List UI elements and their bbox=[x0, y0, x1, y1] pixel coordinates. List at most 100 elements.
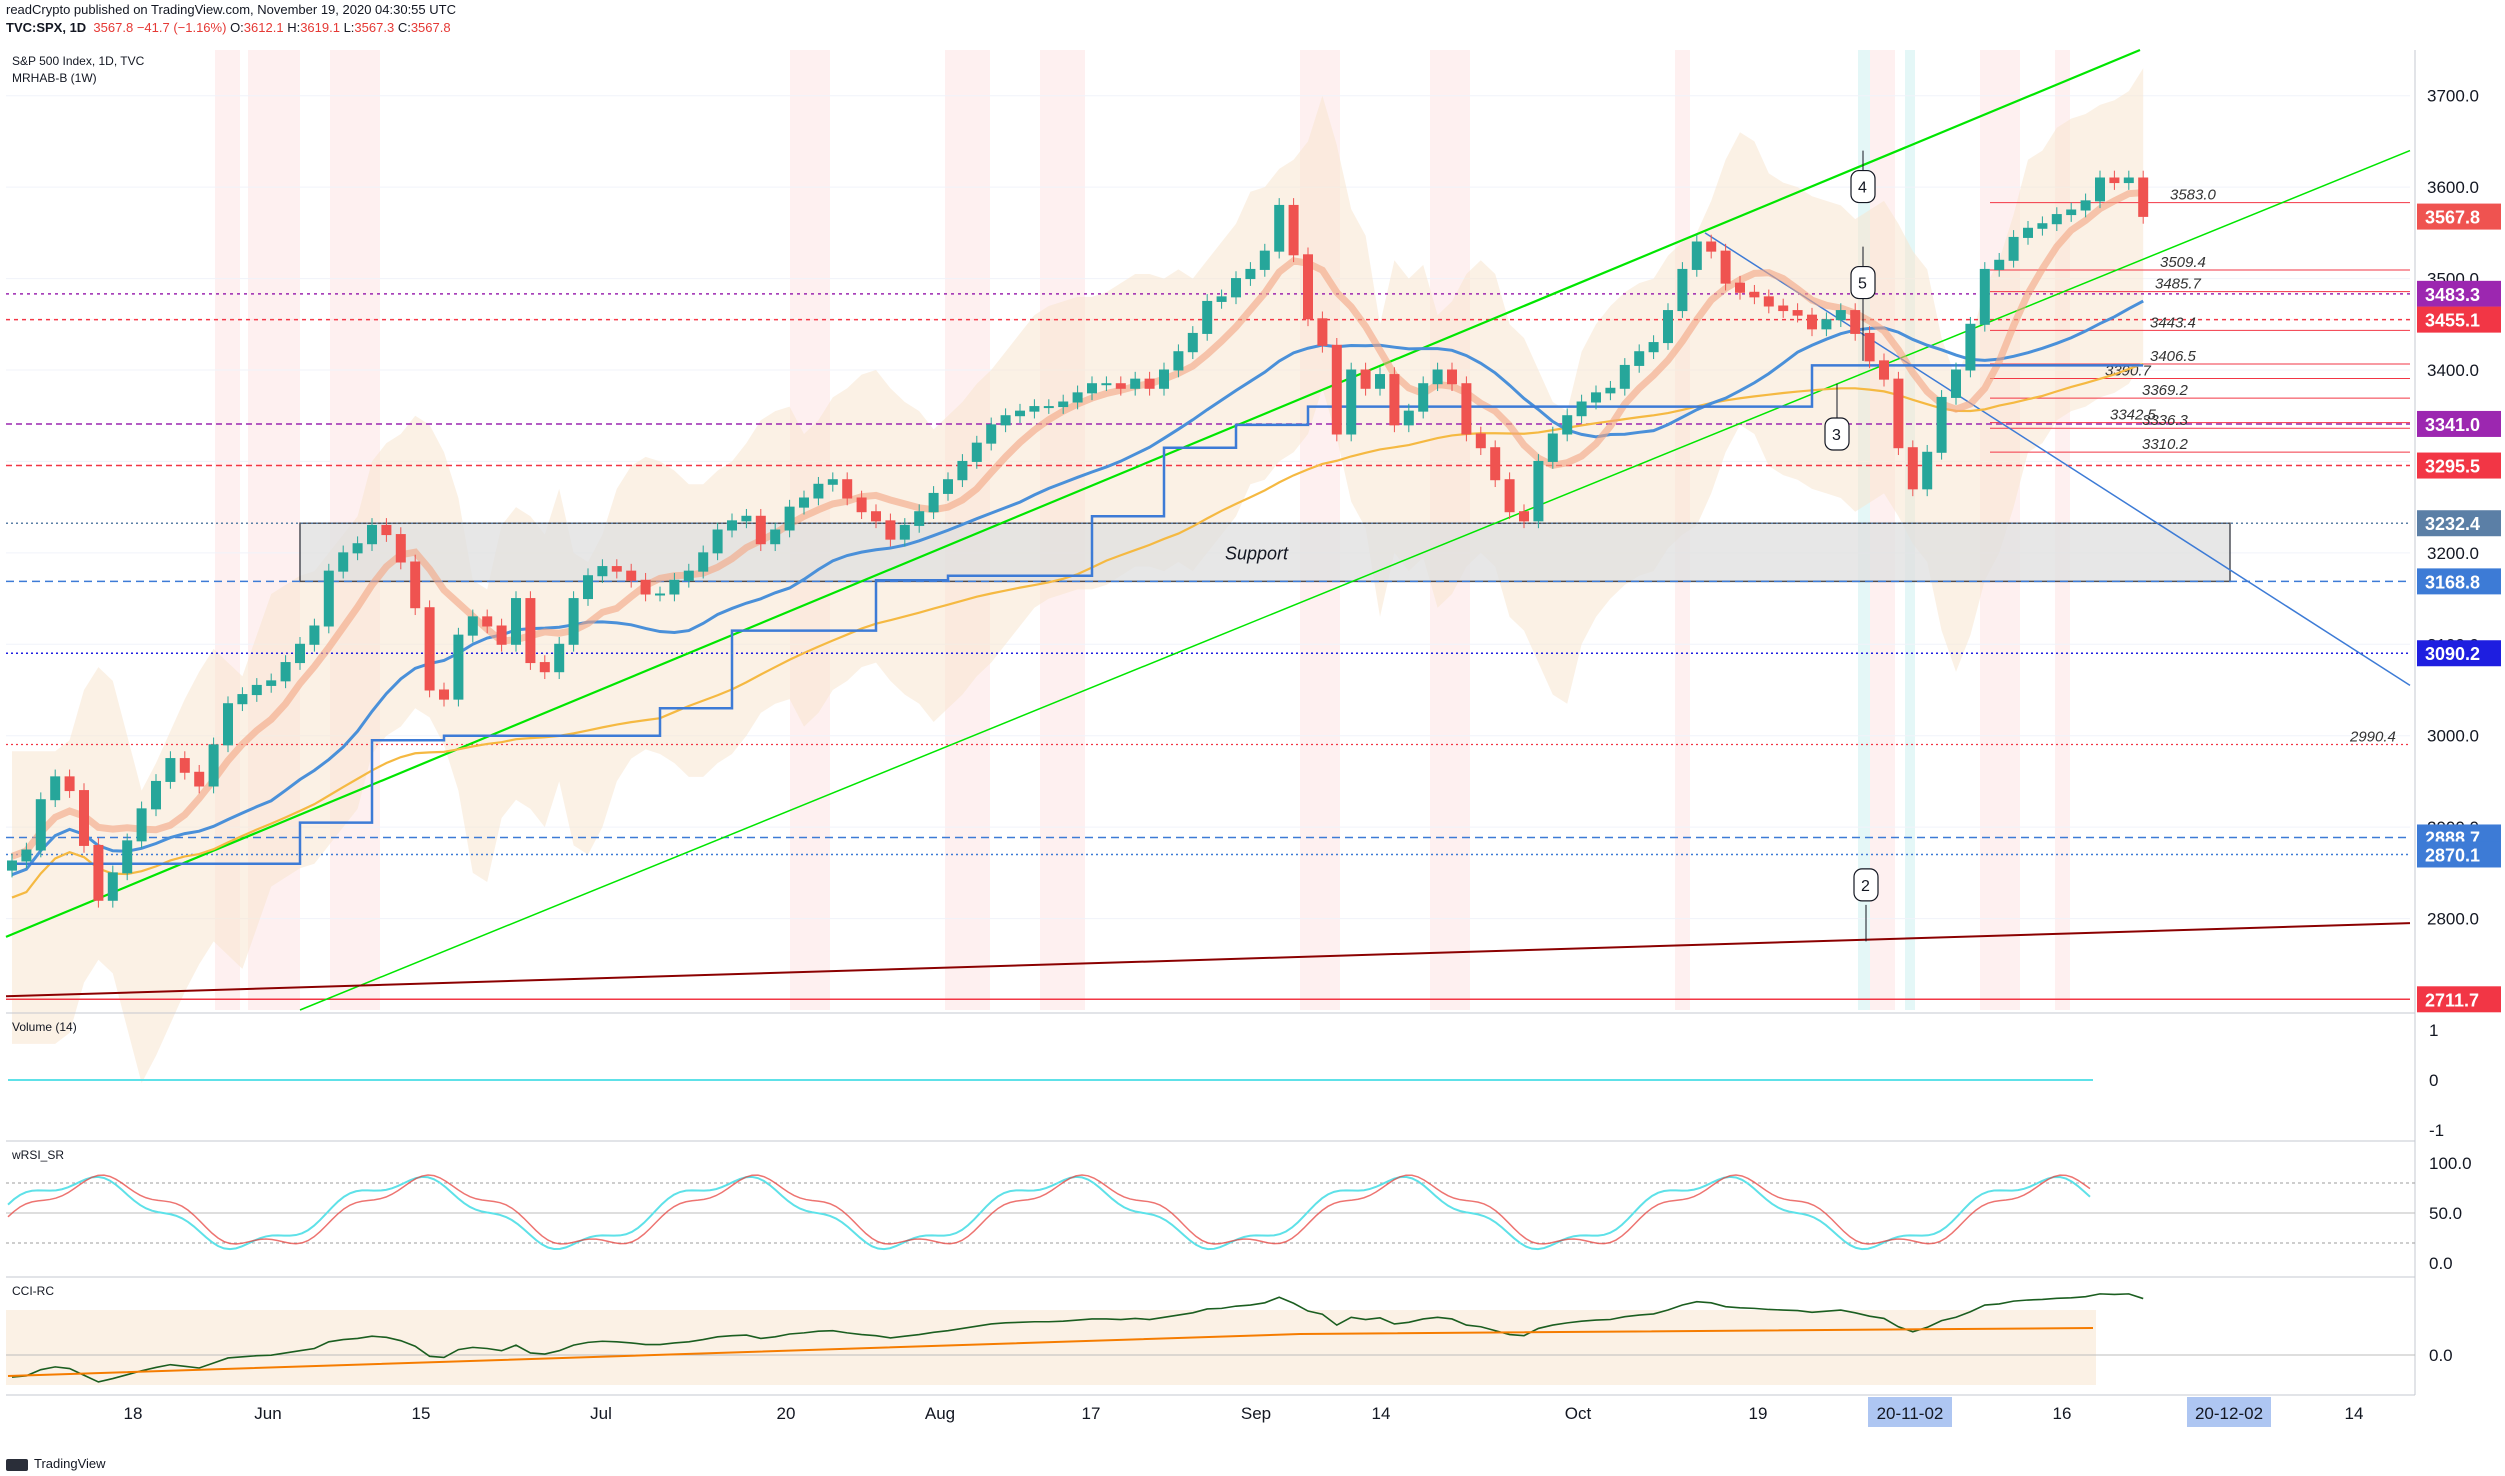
candle-body bbox=[2109, 177, 2120, 184]
level-annotation: 3342.5 bbox=[2110, 407, 2157, 424]
chart-subtitle: MRHAB-B (1W) bbox=[12, 71, 97, 85]
candle-body bbox=[1936, 396, 1947, 453]
candle-body bbox=[899, 524, 910, 540]
candle-body bbox=[1763, 296, 1774, 307]
candle-body bbox=[439, 689, 449, 700]
candle-body bbox=[1187, 332, 1198, 353]
open-label: O: bbox=[230, 20, 244, 35]
candle-body bbox=[1259, 250, 1270, 270]
candle-body bbox=[1231, 278, 1241, 298]
candle-body bbox=[1965, 323, 1976, 371]
channel-lower-line bbox=[299, 149, 2411, 1011]
candle-body bbox=[2080, 200, 2091, 211]
low-label: L: bbox=[343, 20, 355, 35]
time-tick-highlight bbox=[2187, 1397, 2271, 1427]
high-value: 3619.1 bbox=[300, 20, 340, 35]
candle-body bbox=[1634, 351, 1645, 366]
candle-body bbox=[871, 511, 881, 522]
rsi-tick-label: 50.0 bbox=[2429, 1204, 2462, 1223]
cci-tick-label: 0.0 bbox=[2429, 1346, 2453, 1365]
candle-body bbox=[21, 849, 32, 862]
callout-bubble bbox=[1850, 169, 1876, 204]
level-annotation: 2990.4 bbox=[2349, 728, 2396, 745]
price-tag bbox=[2417, 568, 2501, 595]
candle-body bbox=[1331, 344, 1342, 435]
chart-title: S&P 500 Index, 1D, TVC bbox=[12, 54, 145, 68]
candle-body bbox=[626, 570, 637, 581]
candle-body bbox=[1994, 259, 2005, 270]
candle-body bbox=[2037, 223, 2048, 229]
callout-bubble bbox=[1853, 868, 1879, 902]
price-tag bbox=[2417, 841, 2501, 868]
candle-body bbox=[107, 872, 118, 901]
time-tick-label: 14 bbox=[2345, 1404, 2364, 1423]
candle-body bbox=[1418, 383, 1429, 412]
candle-body bbox=[1043, 406, 1054, 409]
candle-body bbox=[1173, 351, 1184, 371]
time-tick-label: 14 bbox=[1372, 1404, 1391, 1423]
price-tag-label: 3090.2 bbox=[2425, 644, 2480, 664]
volume-tick-label: 1 bbox=[2429, 1021, 2438, 1040]
candle-body bbox=[1835, 310, 1846, 321]
candle-body bbox=[885, 520, 896, 540]
time-tick-label: Aug bbox=[925, 1404, 955, 1423]
candle-body bbox=[1000, 415, 1011, 426]
candle-body bbox=[208, 744, 219, 787]
weekly-step-line bbox=[12, 364, 2144, 865]
candle-body bbox=[2023, 227, 2033, 238]
price-tag bbox=[2417, 280, 2501, 307]
candle-body bbox=[1576, 401, 1587, 417]
candle-body bbox=[93, 844, 104, 901]
candle-body bbox=[1706, 241, 1717, 252]
candle-body bbox=[1922, 451, 1933, 490]
candle-body bbox=[2138, 177, 2149, 217]
high-label: H: bbox=[287, 20, 301, 35]
candle-body bbox=[1619, 364, 1630, 389]
time-tick-label: Sep bbox=[1241, 1404, 1271, 1423]
candle-body bbox=[698, 552, 709, 572]
chart-area[interactable]: Support 3583.0 3509.4 3485.7 3443.4 3406.5339… bbox=[0, 44, 2505, 1454]
candle-body bbox=[2008, 236, 2019, 261]
level-annotation: 3310.2 bbox=[2142, 436, 2189, 453]
price-tick-label: 3400.0 bbox=[2427, 361, 2479, 380]
level-annotation: 3390.7 bbox=[2105, 363, 2152, 380]
candle-body bbox=[295, 643, 305, 664]
time-tick-label: Oct bbox=[1565, 1404, 1592, 1423]
candle-body bbox=[381, 524, 392, 536]
candle-body bbox=[482, 616, 493, 627]
candle-body bbox=[1202, 300, 1213, 334]
price-tag-label: 3232.4 bbox=[2425, 514, 2480, 534]
candle-body bbox=[1893, 378, 1904, 449]
candle-body bbox=[1504, 479, 1515, 513]
brand-text: TradingView bbox=[34, 1456, 106, 1471]
volume-pane-title: Volume (14) bbox=[12, 1020, 77, 1034]
candle-body bbox=[741, 515, 752, 522]
candle-body bbox=[1749, 291, 1760, 298]
candle-body bbox=[1245, 268, 1256, 280]
candle-body bbox=[727, 520, 737, 531]
candle-body bbox=[1072, 392, 1083, 403]
candle-body bbox=[611, 566, 622, 572]
candle-body bbox=[1447, 369, 1457, 385]
candle-body bbox=[496, 625, 507, 645]
downtrend-line bbox=[1704, 232, 2411, 687]
candle-body bbox=[568, 598, 579, 645]
rsi-signal-line bbox=[7, 1174, 2091, 1245]
price-tag-label: 3341.0 bbox=[2425, 415, 2480, 435]
candle-body bbox=[309, 625, 320, 645]
volume-tick-label: -1 bbox=[2429, 1121, 2444, 1140]
price-tag-label: 3567.8 bbox=[2425, 208, 2480, 228]
candle-body bbox=[1979, 268, 1990, 325]
candle-body bbox=[770, 529, 781, 545]
change: −41.7 (−1.16%) bbox=[136, 20, 227, 35]
candle-body bbox=[1375, 374, 1385, 389]
candle-body bbox=[554, 643, 565, 673]
price-tag-label: 3168.8 bbox=[2425, 572, 2480, 592]
candle-body bbox=[1533, 460, 1544, 522]
candle-body bbox=[597, 566, 608, 577]
candle-body bbox=[1360, 369, 1371, 389]
candle-body bbox=[971, 442, 982, 462]
time-tick-label: 15 bbox=[412, 1404, 431, 1423]
price-tick-label: 3600.0 bbox=[2427, 178, 2479, 197]
candle-body bbox=[2066, 209, 2077, 216]
